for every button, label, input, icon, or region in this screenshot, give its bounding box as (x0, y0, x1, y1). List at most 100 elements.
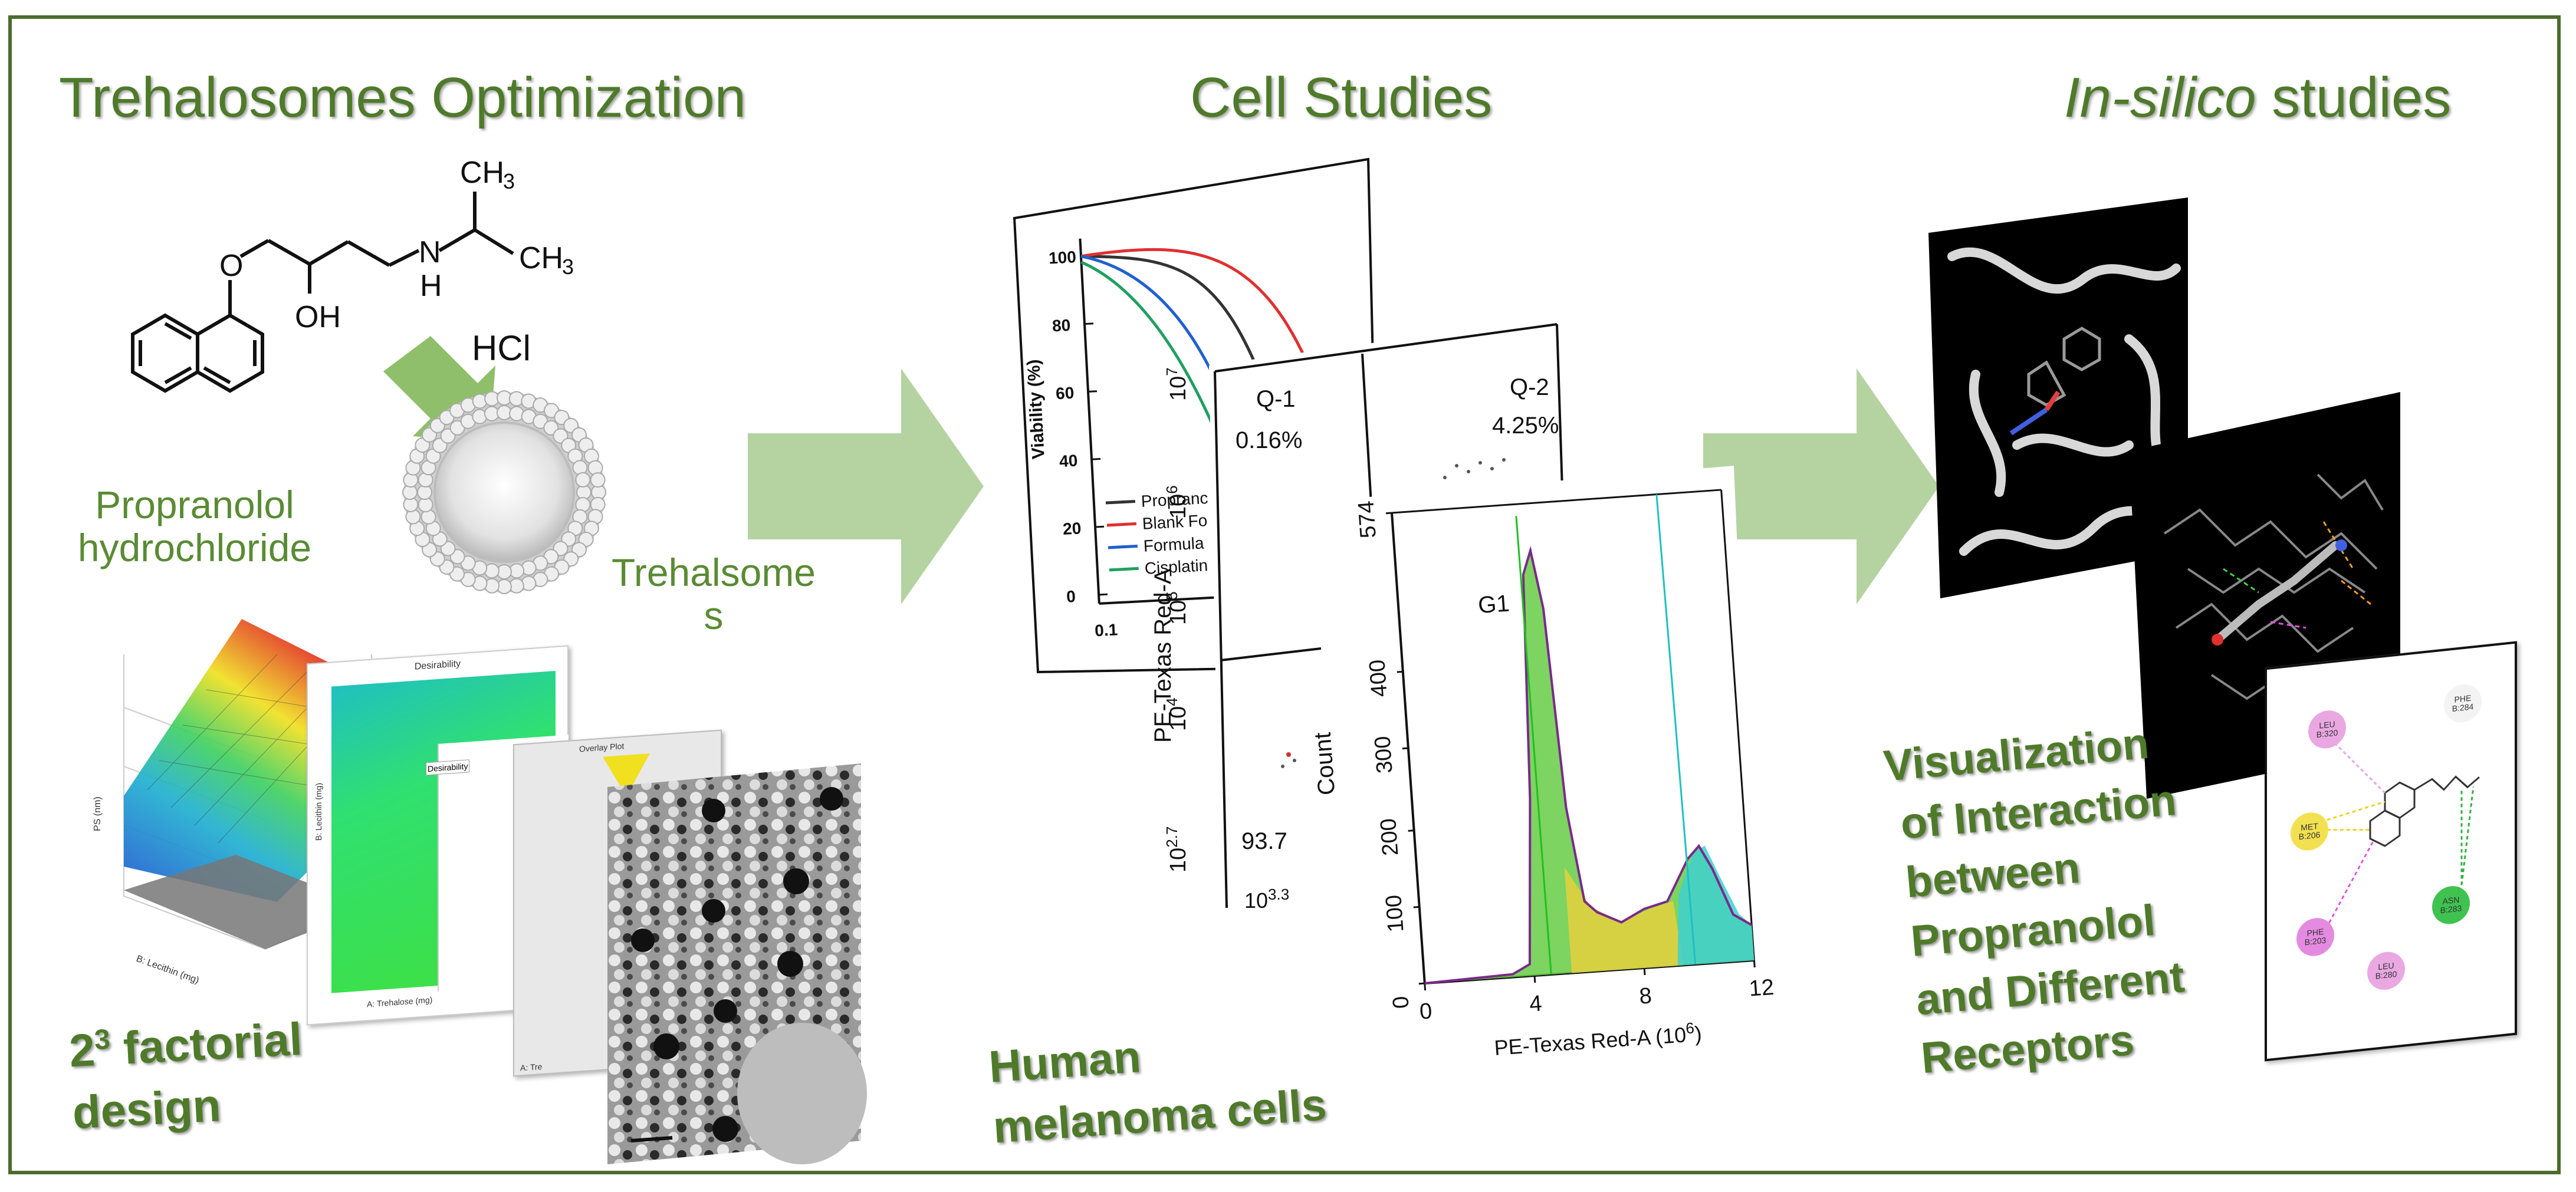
flow-ytick-exp: 7 (1163, 367, 1181, 376)
optimization-title: Trehalosomes Optimization (59, 66, 746, 129)
propranolol-structure: O OH N H CH 3 CH 3 (131, 156, 574, 393)
histogram-xtick: 0 (1419, 999, 1433, 1024)
trehalose-axis-short: A: Tre (520, 1061, 543, 1073)
lecithin-axis-2d: B: Lecithin (mg) (314, 782, 323, 841)
flow-ytick-base: 10 (1166, 494, 1191, 519)
viability-ytick: 20 (1062, 519, 1082, 538)
interaction-diagram-2d: LEU B:320 PHE B:284 MET B:206 PHE B:203 LEU B:280… (2265, 641, 2517, 1062)
count-ylabel: Count (1310, 732, 1340, 796)
residue-id: B:283 (2440, 903, 2462, 916)
flow-ytick-base: 10 (1166, 600, 1191, 625)
insilico-title: In-silico studies (2064, 70, 2451, 126)
viability-ytick: 100 (1048, 248, 1076, 267)
gate-label: G1 (1477, 591, 1510, 619)
factorial-design-label: 23 factorial design (68, 1008, 307, 1144)
residue-id: B:284 (2452, 702, 2474, 714)
flow-ytick-exp: 6 (1163, 485, 1181, 493)
histogram-ytick: 200 (1376, 818, 1403, 857)
factorial-base: 2 (68, 1023, 97, 1077)
atom-h: H (420, 269, 442, 303)
insilico-italic: In-silico (2064, 66, 2256, 129)
flow-xtick-exp: 3.3 (1268, 885, 1289, 903)
legend-swatch (1106, 522, 1137, 527)
flow-ytick-base: 10 (1166, 376, 1191, 401)
trehalose-axis-2d: A: Trehalose (mg) (367, 995, 433, 1009)
viability-ytick: 40 (1059, 451, 1078, 470)
flow-xtick: 103.3 (1244, 885, 1289, 913)
trehalsome-line2: s (704, 593, 724, 637)
residue-id: B:280 (2375, 969, 2397, 981)
q1-label: Q-1 (1256, 386, 1296, 412)
atom-ch3-top: CH (460, 156, 504, 190)
viability-series-line (1080, 255, 1267, 389)
viability-xtick-0: 0.1 (1094, 620, 1118, 640)
arrow-to-cell-studies (748, 368, 984, 604)
atom-ch3-right: CH (519, 241, 563, 275)
legend-swatch (1109, 567, 1139, 572)
melanoma-label: Human melanoma cells (987, 1015, 1329, 1158)
flow-ytick: 105 (1163, 591, 1191, 625)
histogram-xtick: 4 (1529, 991, 1543, 1016)
visualization-label: Visualization of Interaction between Propra… (1881, 712, 2199, 1089)
flow-ytick-exp: 4 (1163, 697, 1181, 706)
liposome-icon (402, 390, 606, 594)
flow-ytick-exp: 2.7 (1163, 827, 1181, 848)
factorial-line1: 23 factorial (68, 1008, 304, 1082)
lipid-head (590, 472, 606, 488)
lecithin-axis-3d: B: Lecithin (mg) (135, 954, 201, 986)
viability-series-line (1080, 261, 1223, 444)
propranolol-line1: Propranolol (95, 483, 294, 526)
lipid-head (575, 472, 591, 488)
flow-ytick: 104 (1163, 697, 1191, 731)
legend-label: Cisplatin (1144, 556, 1208, 578)
factorial-line1-rest: factorial (109, 1012, 304, 1075)
tem-micrograph (607, 763, 867, 1164)
atom-ch3-right-sub: 3 (562, 255, 574, 279)
legend-label: Formula (1143, 534, 1205, 555)
q3-value: 93.7 (1241, 828, 1287, 854)
histogram-xtick: 8 (1638, 983, 1652, 1009)
histogram-ytick: 300 (1370, 735, 1397, 774)
flow-axis-label: PE-Texas Red-A (1150, 568, 1176, 743)
insilico-rest: studies (2256, 66, 2452, 129)
atom-n: N (419, 235, 441, 269)
viability-series-line (1080, 248, 1327, 410)
residue-id: B:206 (2298, 829, 2321, 842)
residue-id: B:203 (2304, 935, 2327, 947)
atom-o: O (219, 249, 243, 283)
flow-ytick: 107 (1163, 367, 1191, 401)
propranolol-name: Propranolol hydrochloride (59, 483, 330, 569)
factorial-line2: design (71, 1079, 222, 1139)
trehalsome-line1: Trehalsome (611, 551, 816, 594)
frame-border (8, 15, 2561, 1174)
atom-ch3-top-sub: 3 (503, 169, 515, 193)
legend-label: Propranc (1141, 489, 1208, 511)
cell-studies-title: Cell Studies (1190, 66, 1493, 129)
flow-ytick-base: 10 (1166, 848, 1191, 872)
q2-label: Q-2 (1510, 374, 1549, 400)
flow-ytick: 102.7 (1163, 827, 1191, 872)
residue-id: B:320 (2316, 727, 2338, 740)
hcl-label: HCl (472, 328, 531, 368)
histogram-xlabel-exp: 6 (1685, 1019, 1695, 1037)
histogram-ytick: 0 (1388, 995, 1414, 1009)
viability-ytick: 60 (1055, 384, 1075, 403)
overlay-title: Overlay Plot (579, 741, 625, 754)
flow-ytick: 106 (1163, 485, 1191, 519)
legend-label: Blank Fo (1142, 511, 1208, 533)
flow-ytick-base: 10 (1166, 706, 1191, 731)
histogram-ytick: 100 (1381, 894, 1408, 933)
arrow-to-insilico (1703, 368, 1939, 604)
viability-ytick: 0 (1066, 587, 1076, 606)
atom-oh: OH (295, 300, 341, 334)
histogram-xlabel-close: ) (1694, 1022, 1703, 1046)
histogram-ytick: 574 (1354, 500, 1381, 539)
viability-ytick: 80 (1052, 316, 1071, 335)
q2-value: 4.25% (1492, 413, 1559, 439)
histogram-ytick: 400 (1365, 658, 1392, 697)
flow-xtick-base: 10 (1244, 888, 1268, 913)
propranolol-line2: hydrochloride (77, 525, 312, 569)
trehalsome-label: Trehalsome s (596, 551, 832, 637)
